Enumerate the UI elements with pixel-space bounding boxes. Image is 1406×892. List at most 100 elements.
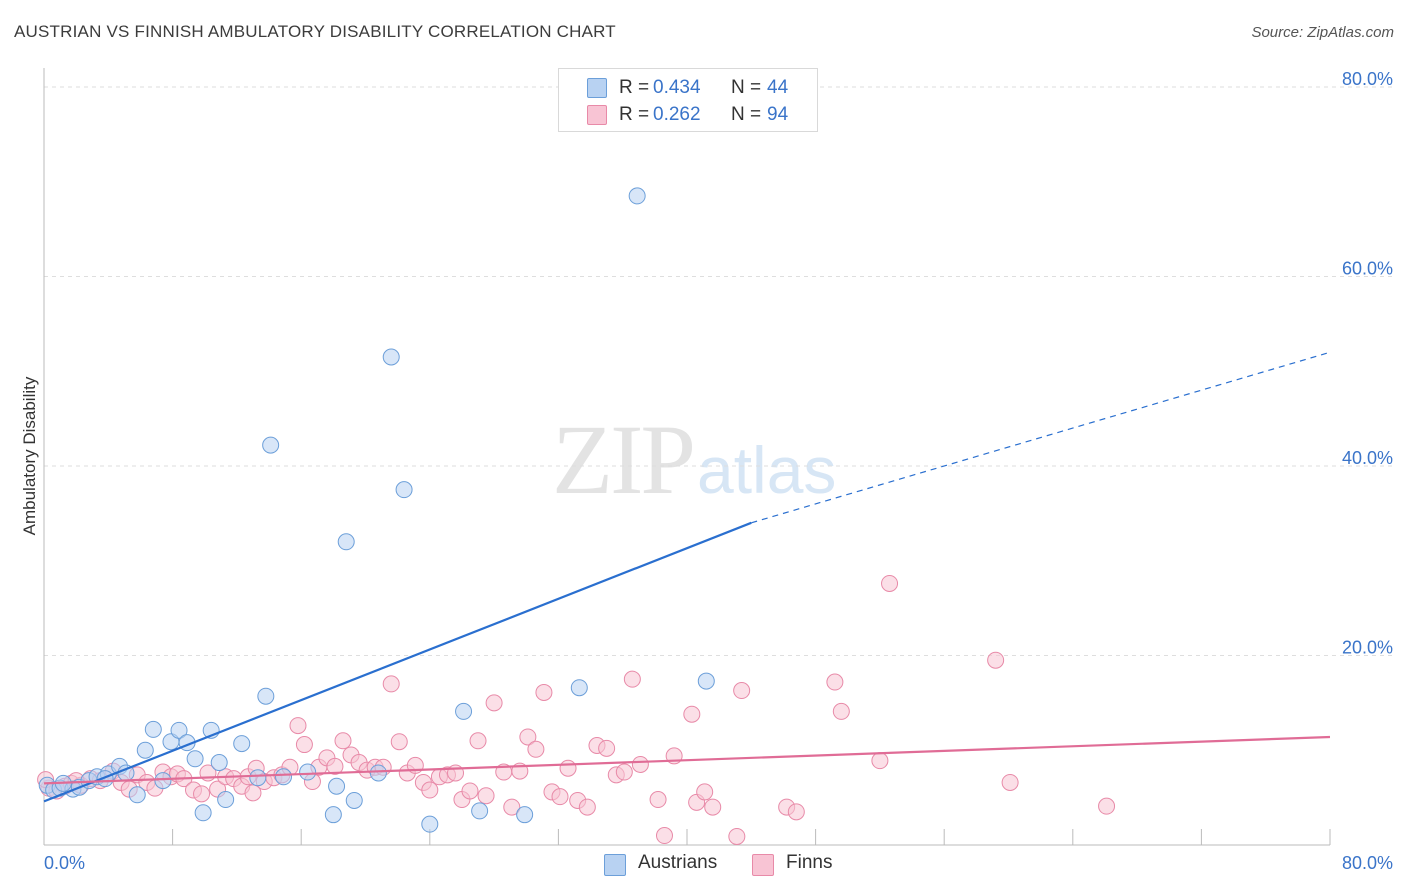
austrian-point <box>186 750 204 768</box>
finn-point <box>826 673 844 691</box>
legend-row-austrians: R = 0.434 N = 44 <box>559 75 817 101</box>
finns-trend-line <box>43 735 1331 785</box>
finns-swatch <box>587 105 607 125</box>
austrians-swatch <box>587 78 607 98</box>
austrians-swatch <box>604 854 626 876</box>
finn-point <box>832 702 850 720</box>
austrian-point <box>516 806 534 824</box>
austrian-point <box>144 720 162 738</box>
n-value: 94 <box>767 104 789 125</box>
legend-row-finns: R = 0.262 N = 94 <box>559 102 817 128</box>
finn-point <box>655 827 673 845</box>
austrians-trend-extension <box>751 351 1331 524</box>
finn-point <box>244 784 262 802</box>
x-tick-label: 0.0% <box>44 853 85 873</box>
austrian-point <box>455 702 473 720</box>
source-credit: Source: ZipAtlas.com <box>1251 24 1394 41</box>
austrian-point <box>154 772 172 790</box>
austrian-point <box>257 687 275 705</box>
finn-point <box>503 798 521 816</box>
y-axis-label: Ambulatory Disability <box>20 376 39 535</box>
finn-point <box>559 759 577 777</box>
watermark-atlas: atlas <box>697 433 837 507</box>
y-tick-label: 20.0% <box>1342 637 1393 657</box>
y-tick-label: 40.0% <box>1342 448 1393 468</box>
austrian-point <box>471 802 489 820</box>
austrian-point <box>299 763 317 781</box>
finn-point <box>987 651 1005 669</box>
austrian-point <box>345 791 363 809</box>
finn-point <box>289 717 307 735</box>
finn-point <box>469 732 487 750</box>
r-label: R = <box>619 104 650 125</box>
n-value: 44 <box>767 77 789 98</box>
finn-point <box>421 781 439 799</box>
finn-point <box>704 798 722 816</box>
finn-point <box>598 739 616 757</box>
finn-point <box>623 670 641 688</box>
n-label: N = <box>731 104 762 125</box>
chart-title: AUSTRIAN VS FINNISH AMBULATORY DISABILIT… <box>14 22 616 41</box>
finn-point <box>382 675 400 693</box>
correlation-legend: R = 0.434 N = 44 R = 0.262 N = 94 <box>558 68 818 132</box>
austrian-point <box>337 533 355 551</box>
austrian-point <box>697 672 715 690</box>
finn-point <box>615 763 633 781</box>
finn-point <box>551 788 569 806</box>
finn-point <box>193 785 211 803</box>
austrian-point <box>136 741 154 759</box>
austrian-point <box>324 806 342 824</box>
austrian-point <box>217 791 235 809</box>
legend-label: Austrians <box>638 852 718 873</box>
austrian-point <box>249 769 267 787</box>
austrian-point <box>233 735 251 753</box>
y-tick-label: 80.0% <box>1342 69 1393 89</box>
finn-point <box>527 740 545 758</box>
finn-point <box>728 827 746 845</box>
austrian-point <box>395 481 413 499</box>
finn-point <box>519 728 537 746</box>
finn-point <box>535 683 553 701</box>
austrian-point <box>194 804 212 822</box>
austrian-point <box>262 436 280 454</box>
watermark-zip: ZIP <box>552 404 696 515</box>
finn-point <box>696 783 714 801</box>
finn-point <box>631 755 649 773</box>
finn-point <box>390 733 408 751</box>
austrian-point <box>275 768 293 786</box>
r-value: 0.262 <box>653 104 701 125</box>
austrian-point <box>382 348 400 366</box>
austrian-point <box>170 721 188 739</box>
finn-point <box>1098 797 1116 815</box>
r-value: 0.434 <box>653 77 701 98</box>
x-tick-label: 80.0% <box>1342 853 1393 873</box>
austrian-point <box>570 679 588 697</box>
austrian-point <box>628 187 646 205</box>
finn-point <box>881 574 899 592</box>
finn-point <box>871 752 889 770</box>
finn-point <box>326 757 344 775</box>
n-label: N = <box>731 77 762 98</box>
austrian-point <box>369 764 387 782</box>
legend-label: Finns <box>786 852 833 873</box>
austrian-point <box>421 815 439 833</box>
austrian-point <box>210 754 228 772</box>
finn-point <box>578 798 596 816</box>
austrians-trend-line <box>43 521 752 803</box>
finn-point <box>477 787 495 805</box>
finns-swatch <box>752 854 774 876</box>
finn-point <box>787 803 805 821</box>
finn-point <box>1001 773 1019 791</box>
y-tick-label: 60.0% <box>1342 258 1393 278</box>
r-label: R = <box>619 77 650 98</box>
watermark: ZIPatlas <box>552 402 836 517</box>
finn-point <box>295 736 313 754</box>
austrian-point <box>328 777 346 795</box>
finn-point <box>683 705 701 723</box>
finn-point <box>733 682 751 700</box>
finn-point <box>334 732 352 750</box>
austrian-point <box>128 786 146 804</box>
finn-point <box>649 791 667 809</box>
finn-point <box>461 782 479 800</box>
